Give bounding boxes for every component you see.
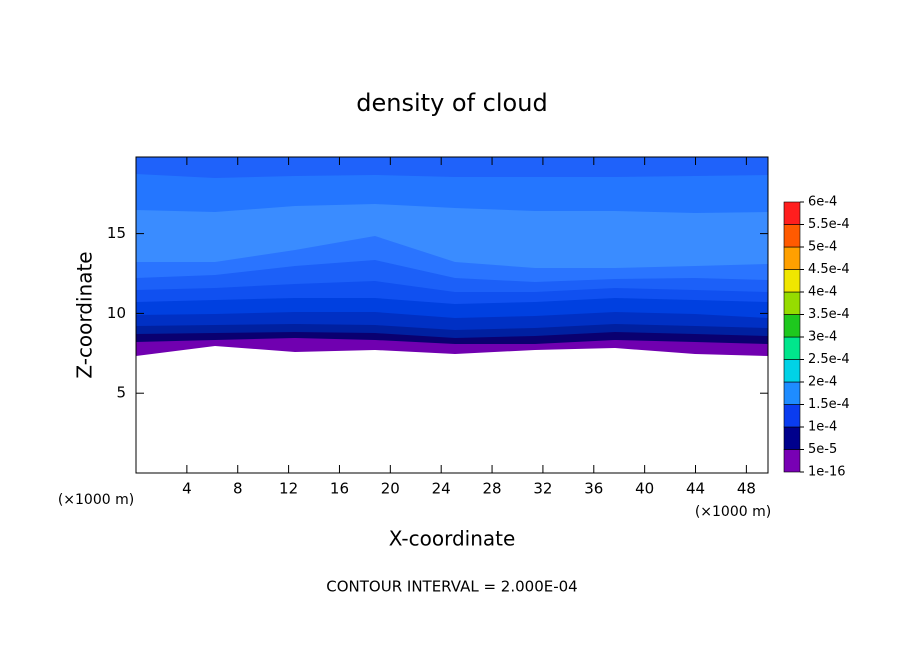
- colorbar-label: 3.5e-4: [808, 307, 850, 322]
- colorbar-box: [783, 291, 801, 315]
- colorbar-label: 5e-4: [808, 240, 837, 255]
- y-tick-label: 5: [116, 384, 126, 402]
- x-tick-label: 32: [533, 480, 552, 498]
- colorbar-box: [783, 246, 801, 270]
- colorbar-label: 6e-4: [808, 195, 837, 210]
- x-tick-label: 16: [330, 480, 349, 498]
- x-tick-label: 40: [635, 480, 654, 498]
- x-axis-label: X-coordinate: [389, 527, 516, 551]
- y-axis-label: Z-coordinate: [73, 251, 97, 378]
- colorbar-label: 4.5e-4: [808, 262, 850, 277]
- colorbar-label: 2.5e-4: [808, 352, 850, 367]
- footer-note: CONTOUR INTERVAL = 2.000E-04: [326, 578, 577, 596]
- colorbar-box: [783, 269, 801, 293]
- contour-field: [136, 157, 768, 473]
- colorbar-box: [783, 314, 801, 338]
- chart-title: density of cloud: [356, 89, 547, 117]
- plot-frame: [135, 156, 769, 474]
- colorbar-label: 5.5e-4: [808, 217, 850, 232]
- colorbar-label: 1e-4: [808, 420, 837, 435]
- colorbar-label: 1e-16: [808, 465, 846, 480]
- colorbar-box: [783, 336, 801, 360]
- colorbar-label: 2e-4: [808, 375, 837, 390]
- colorbar-label: 4e-4: [808, 285, 837, 300]
- colorbar-label: 1.5e-4: [808, 397, 850, 412]
- x-tick-label: 48: [737, 480, 756, 498]
- x-tick-label: 44: [686, 480, 705, 498]
- x-unit-label: (×1000 m): [695, 504, 771, 520]
- colorbar-label: 5e-5: [808, 442, 837, 457]
- empty-region: [136, 346, 768, 473]
- y-unit-label: (×1000 m): [58, 492, 134, 508]
- x-tick-label: 36: [584, 480, 603, 498]
- colorbar-box: [783, 449, 801, 473]
- colorbar-box: [783, 404, 801, 428]
- colorbar-box: [783, 224, 801, 248]
- colorbar-label: 3e-4: [808, 330, 837, 345]
- x-tick-label: 12: [279, 480, 298, 498]
- x-tick-label: 24: [432, 480, 451, 498]
- colorbar-box: [783, 381, 801, 405]
- y-tick-label: 15: [107, 224, 126, 242]
- colorbar-box: [783, 201, 801, 225]
- colorbar-box: [783, 426, 801, 450]
- x-tick-label: 8: [233, 480, 243, 498]
- y-tick-label: 10: [107, 304, 126, 322]
- x-tick-label: 28: [483, 480, 502, 498]
- x-tick-label: 4: [182, 480, 192, 498]
- x-tick-label: 20: [381, 480, 400, 498]
- colorbar-box: [783, 359, 801, 383]
